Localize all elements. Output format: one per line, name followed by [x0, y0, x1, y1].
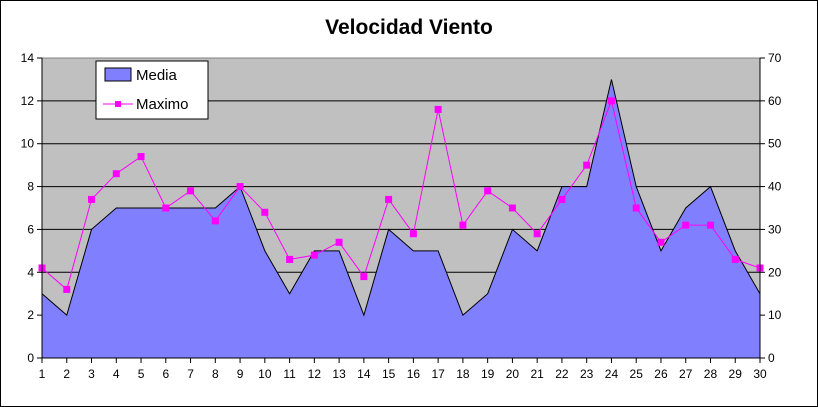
x-tick-label-3: 3 — [88, 367, 95, 381]
chart-title: Velocidad Viento — [325, 16, 493, 39]
x-tick-label-25: 25 — [630, 367, 644, 381]
maximo-point-28 — [706, 221, 714, 229]
x-tick-label-2: 2 — [63, 367, 70, 381]
series-media-area — [41, 79, 761, 359]
legend-swatch-maximo-marker — [115, 101, 121, 107]
x-tick-label-6: 6 — [162, 367, 169, 381]
maximo-point-11 — [286, 255, 294, 263]
maximo-point-2 — [63, 285, 71, 293]
axes — [37, 57, 765, 363]
maximo-point-25 — [632, 204, 640, 212]
maximo-point-5 — [137, 153, 145, 161]
x-tick-label-13: 13 — [332, 367, 346, 381]
y-left-tick-labels: 0 2 4 6 8 10 12 14 — [21, 51, 35, 365]
maximo-point-4 — [112, 170, 120, 178]
maximo-point-16 — [409, 230, 417, 238]
y-right-tick-labels: 0 10 20 30 40 50 60 70 — [768, 51, 782, 365]
y-right-tick-label-30: 30 — [768, 222, 782, 236]
series-maximo-markers — [38, 97, 764, 293]
legend-label-maximo: Maximo — [136, 96, 189, 113]
maximo-point-23 — [583, 161, 591, 169]
x-tick-label-4: 4 — [113, 367, 120, 381]
x-tick-label-7: 7 — [187, 367, 194, 381]
y-right-tick-label-0: 0 — [768, 351, 775, 365]
y-left-tick-label-10: 10 — [21, 137, 35, 151]
x-tick-label-12: 12 — [308, 367, 322, 381]
maximo-point-27 — [682, 221, 690, 229]
maximo-point-19 — [484, 187, 492, 195]
y-right-tick-label-40: 40 — [768, 180, 782, 194]
y-left-tick-label-2: 2 — [27, 308, 34, 322]
y-left-tick-label-12: 12 — [21, 94, 35, 108]
x-tick-label-22: 22 — [555, 367, 569, 381]
maximo-point-3 — [88, 195, 96, 203]
maximo-point-18 — [459, 221, 467, 229]
y-left-tick-label-0: 0 — [27, 351, 34, 365]
maximo-point-13 — [335, 238, 343, 246]
x-tick-label-20: 20 — [506, 367, 520, 381]
maximo-point-8 — [211, 217, 219, 225]
maximo-point-9 — [236, 183, 244, 191]
x-tick-label-15: 15 — [382, 367, 396, 381]
x-tick-label-29: 29 — [729, 367, 743, 381]
x-tick-label-23: 23 — [580, 367, 594, 381]
x-tick-label-27: 27 — [679, 367, 693, 381]
x-tick-label-10: 10 — [258, 367, 272, 381]
y-right-tick-label-10: 10 — [768, 308, 782, 322]
y-left-tick-label-4: 4 — [27, 265, 34, 279]
maximo-point-29 — [731, 255, 739, 263]
maximo-point-20 — [508, 204, 516, 212]
x-tick-label-26: 26 — [654, 367, 668, 381]
x-tick-label-17: 17 — [431, 367, 445, 381]
x-tick-label-9: 9 — [237, 367, 244, 381]
y-left-tick-label-14: 14 — [21, 51, 35, 65]
maximo-point-21 — [533, 230, 541, 238]
maximo-point-7 — [187, 187, 195, 195]
x-tick-label-5: 5 — [138, 367, 145, 381]
x-tick-label-18: 18 — [456, 367, 470, 381]
x-tick-label-30: 30 — [753, 367, 767, 381]
y-left-tick-label-8: 8 — [27, 180, 34, 194]
maximo-point-10 — [261, 208, 269, 216]
legend-label-media: Media — [136, 67, 178, 84]
x-tick-label-16: 16 — [407, 367, 421, 381]
x-tick-label-14: 14 — [357, 367, 371, 381]
x-tick-label-21: 21 — [530, 367, 544, 381]
maximo-point-26 — [657, 238, 665, 246]
x-tick-label-1: 1 — [39, 367, 46, 381]
maximo-point-15 — [385, 195, 393, 203]
x-tick-label-28: 28 — [704, 367, 718, 381]
legend-swatch-media — [104, 67, 132, 82]
legend: Media Maximo — [95, 60, 209, 120]
y-right-tick-label-70: 70 — [768, 51, 782, 65]
x-tick-label-11: 11 — [283, 367, 296, 381]
maximo-point-22 — [558, 195, 566, 203]
maximo-point-12 — [310, 251, 318, 259]
maximo-point-24 — [607, 97, 615, 105]
x-tick-label-19: 19 — [481, 367, 495, 381]
maximo-point-17 — [434, 105, 442, 113]
y-left-tick-label-6: 6 — [27, 222, 34, 236]
maximo-point-14 — [360, 273, 368, 281]
series-maximo-line — [41, 99, 761, 291]
x-tick-label-24: 24 — [605, 367, 619, 381]
x-tick-labels: 1 2 3 4 5 6 7 8 9 10 11 12 13 14 15 16 17 18 19 20 21 22 23 24 2… — [39, 367, 767, 381]
y-right-tick-label-60: 60 — [768, 94, 782, 108]
maximo-point-6 — [162, 204, 170, 212]
x-tick-label-8: 8 — [212, 367, 219, 381]
y-right-tick-label-20: 20 — [768, 265, 782, 279]
y-right-tick-label-50: 50 — [768, 137, 782, 151]
